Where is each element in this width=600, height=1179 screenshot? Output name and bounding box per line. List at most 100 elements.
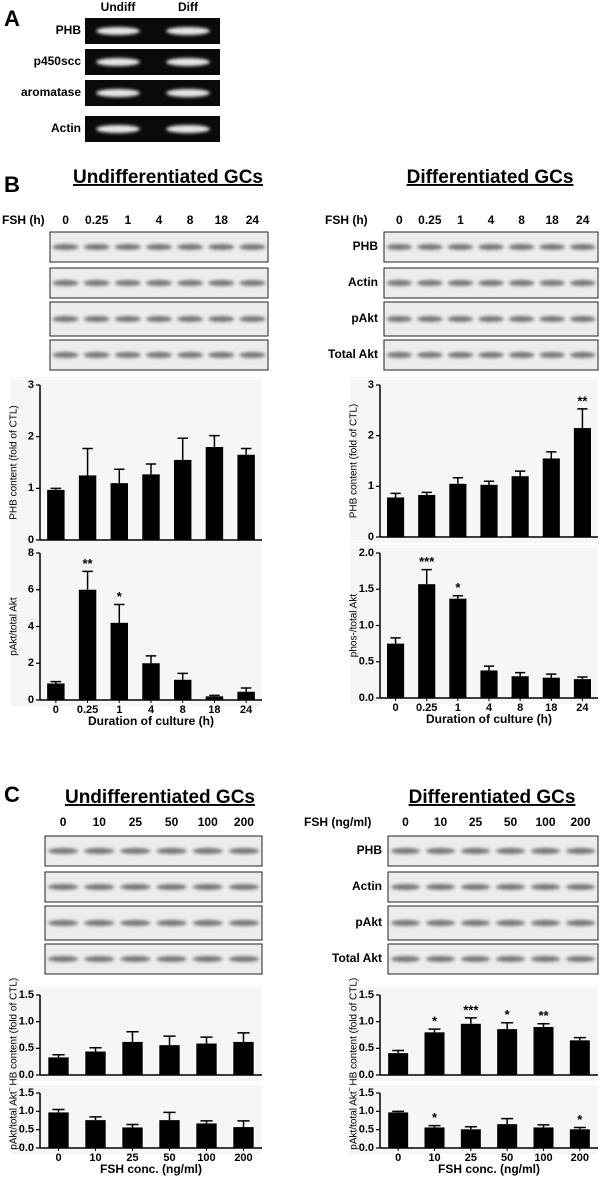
blot-band <box>47 848 79 854</box>
bar <box>542 458 560 537</box>
panel-label: A <box>4 6 20 31</box>
y-tick-label: 0.5 <box>359 656 374 668</box>
x-tick-label: 25 <box>465 1152 477 1164</box>
group-title: Differentiated GCs <box>409 787 576 808</box>
error-bar <box>237 1120 250 1128</box>
blot-strip <box>387 871 599 903</box>
blot-band <box>47 920 79 926</box>
blot-band <box>52 352 79 358</box>
y-tick-label: 2 <box>28 657 34 669</box>
error-bar <box>126 1031 139 1042</box>
y-tick-label: 1.5 <box>359 989 374 1001</box>
blot-band <box>539 244 565 250</box>
y-tick-label: 8 <box>28 547 34 559</box>
y-tick-label: 2.0 <box>359 547 374 559</box>
significance-label: *** <box>419 554 435 569</box>
error-bar <box>428 1124 441 1128</box>
blot-band <box>508 316 535 322</box>
row-label: Actin <box>51 121 81 135</box>
x-tick-label: 50 <box>163 1152 175 1164</box>
blot-band <box>495 956 526 962</box>
bar <box>173 459 192 540</box>
y-tick-label: 0.0 <box>359 692 374 704</box>
blot-band <box>478 316 504 322</box>
blot-band <box>208 316 235 322</box>
bar <box>47 489 65 540</box>
y-tick-label: 1.5 <box>359 583 374 595</box>
blot-band <box>417 352 443 358</box>
lane-label: 10 <box>434 815 448 829</box>
x-tick-label: 10 <box>428 1152 440 1164</box>
blot-band <box>52 280 79 286</box>
y-axis-label: PHB content (fold of CTL) <box>9 978 20 1093</box>
blot-band <box>177 244 204 250</box>
y-tick-label: 2 <box>28 431 34 443</box>
blot-band <box>114 316 141 322</box>
x-tick-label: 1 <box>455 702 461 714</box>
bar <box>48 1057 69 1075</box>
x-tick-label: 100 <box>534 1152 552 1164</box>
error-bar <box>464 1125 477 1130</box>
blot-strip <box>387 943 599 975</box>
blot-band <box>228 920 260 926</box>
lane-label: 24 <box>576 213 590 227</box>
y-tick-label: 0 <box>28 694 34 706</box>
blot-strip <box>387 905 599 941</box>
significance-label: * <box>117 589 123 604</box>
y-tick-label: 3 <box>368 379 374 391</box>
blot-band <box>239 280 266 286</box>
error-bar <box>573 1126 586 1130</box>
blot-band <box>495 884 526 890</box>
bar <box>573 428 591 537</box>
gel-band <box>96 125 140 133</box>
row-label: p450scc <box>34 54 82 68</box>
blot-band <box>228 848 260 854</box>
blot-band <box>460 920 491 926</box>
blot-band <box>208 280 235 286</box>
blot-band <box>156 956 187 962</box>
blot-band <box>84 920 115 926</box>
blot-band <box>417 316 443 322</box>
blot-band <box>565 848 596 854</box>
error-bar <box>537 1023 550 1027</box>
x-tick-label: 200 <box>234 1152 252 1164</box>
error-bar <box>82 570 93 590</box>
blot-band <box>508 244 535 250</box>
significance-label: * <box>505 1007 511 1022</box>
blot-band <box>539 316 565 322</box>
error-bar <box>464 1017 477 1024</box>
error-bar <box>452 476 463 484</box>
bar <box>196 1123 217 1148</box>
blot-strip <box>44 943 263 975</box>
group-title: Undifferentiated GCs <box>73 167 263 188</box>
x-tick-label: 0 <box>395 1152 401 1164</box>
bar <box>424 1032 445 1075</box>
gel-band <box>166 89 210 97</box>
blot-band <box>208 352 235 358</box>
blot-strip <box>44 905 263 941</box>
plot-background <box>10 545 262 706</box>
bar <box>418 494 436 537</box>
error-bar <box>177 672 188 680</box>
lane-label: 0 <box>402 815 409 829</box>
bar <box>480 670 498 698</box>
bar <box>449 483 467 537</box>
bar <box>387 497 405 537</box>
blot-band <box>508 280 535 286</box>
x-axis-label: Duration of culture (h) <box>88 714 214 728</box>
y-tick-label: 1.5 <box>19 1087 34 1099</box>
blot-band <box>145 280 173 286</box>
y-axis-label: pAkt/total Akt <box>9 1091 20 1150</box>
blot-band <box>239 352 266 358</box>
bar <box>173 679 192 700</box>
y-tick-label: 0.0 <box>19 1069 34 1081</box>
error-bar <box>126 1123 139 1128</box>
row-label: pAkt <box>355 915 382 929</box>
blot-band <box>530 920 561 926</box>
y-tick-label: 1.0 <box>19 1105 34 1117</box>
x-tick-label: 8 <box>517 702 523 714</box>
blot-band <box>565 884 596 890</box>
row-label: Actin <box>348 275 378 289</box>
gel-band <box>96 89 140 97</box>
bar <box>418 584 436 698</box>
